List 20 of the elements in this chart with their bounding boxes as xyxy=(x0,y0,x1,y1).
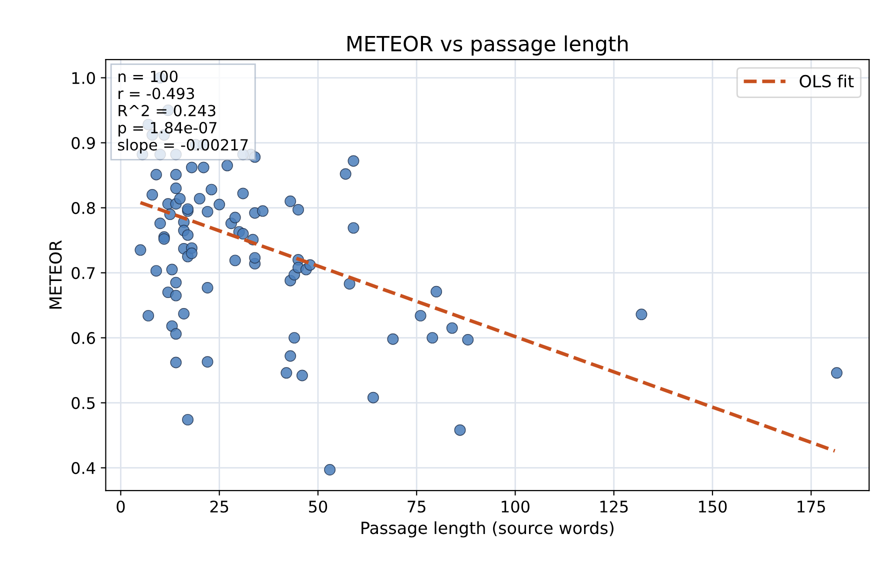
x-tick-label: 125 xyxy=(600,500,628,513)
y-tick-label: 0.4 xyxy=(72,462,96,474)
y-tick-label: 0.8 xyxy=(72,202,95,214)
annotation: n = 100 r = -0.493 R^2 = 0.243 p = 1.84e-07 slope = -0.00217 xyxy=(118,70,248,154)
y-tick-label: 0.7 xyxy=(72,267,95,280)
x-tick-label: 0 xyxy=(116,500,125,513)
y-axis-title: METEOR xyxy=(49,240,62,309)
x-tick-label: 150 xyxy=(699,500,727,513)
y-tick-label: 0.9 xyxy=(72,136,95,150)
legend-label: OLS fit xyxy=(800,74,854,88)
x-axis-title: Passage length (source words) xyxy=(362,521,614,538)
y-tick-label: 0.6 xyxy=(72,332,95,344)
x-tick-label: 75 xyxy=(408,500,426,513)
chart-title: METEOR vs passage length xyxy=(348,35,628,56)
x-tick-label: 100 xyxy=(502,500,530,513)
x-tick-label: 50 xyxy=(309,500,328,513)
y-tick-label: 1.0 xyxy=(72,72,95,84)
x-tick-label: 175 xyxy=(798,500,825,513)
y-tick-label: 0.5 xyxy=(72,397,95,410)
x-tick-label: 25 xyxy=(210,500,228,513)
